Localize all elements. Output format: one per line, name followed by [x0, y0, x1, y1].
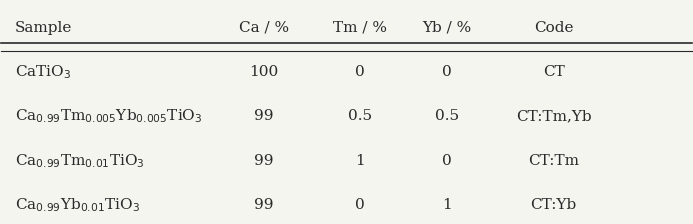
Text: 0.5: 0.5 [435, 110, 459, 123]
Text: 1: 1 [441, 198, 451, 212]
Text: 0.5: 0.5 [349, 110, 372, 123]
Text: Ca$_{0.99}$Tm$_{0.005}$Yb$_{0.005}$TiO$_3$: Ca$_{0.99}$Tm$_{0.005}$Yb$_{0.005}$TiO$_… [15, 108, 203, 125]
Text: Ca$_{0.99}$Yb$_{0.01}$TiO$_3$: Ca$_{0.99}$Yb$_{0.01}$TiO$_3$ [15, 196, 140, 214]
Text: 0: 0 [356, 198, 365, 212]
Text: 99: 99 [254, 154, 274, 168]
Text: CT:Tm,Yb: CT:Tm,Yb [516, 110, 591, 123]
Text: CT: CT [543, 65, 564, 79]
Text: CaTiO$_3$: CaTiO$_3$ [15, 63, 71, 81]
Text: Code: Code [534, 21, 573, 35]
Text: Sample: Sample [15, 21, 73, 35]
Text: 1: 1 [356, 154, 365, 168]
Text: 99: 99 [254, 110, 274, 123]
Text: Yb / %: Yb / % [422, 21, 471, 35]
Text: Ca$_{0.99}$Tm$_{0.01}$TiO$_3$: Ca$_{0.99}$Tm$_{0.01}$TiO$_3$ [15, 152, 145, 170]
Text: 99: 99 [254, 198, 274, 212]
Text: 0: 0 [441, 154, 451, 168]
Text: 0: 0 [441, 65, 451, 79]
Text: Tm / %: Tm / % [333, 21, 387, 35]
Text: 0: 0 [356, 65, 365, 79]
Text: CT:Tm: CT:Tm [528, 154, 579, 168]
Text: 100: 100 [249, 65, 279, 79]
Text: Ca / %: Ca / % [238, 21, 289, 35]
Text: CT:Yb: CT:Yb [530, 198, 577, 212]
